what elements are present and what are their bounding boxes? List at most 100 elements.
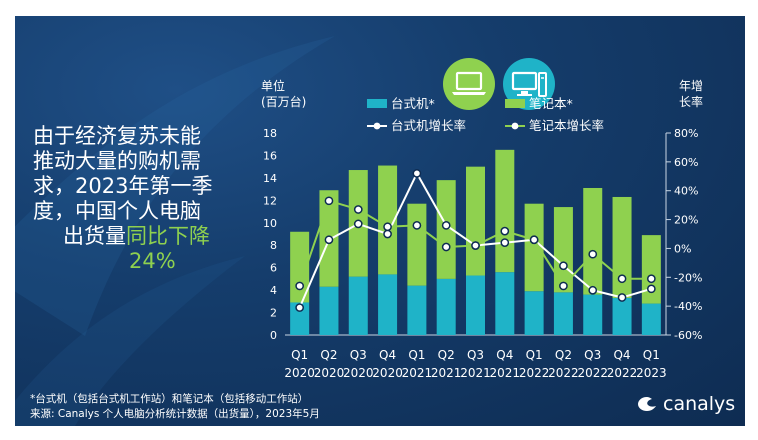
notebook-bar xyxy=(466,166,485,276)
x-tick-label-year: 2022 xyxy=(548,366,579,380)
left-axis-title-2: (百万台) xyxy=(261,94,306,109)
y2-tick-label: 60% xyxy=(674,156,698,169)
legend-notebook-growth-label: 笔记本增长率 xyxy=(529,118,604,133)
y-tick-label: 10 xyxy=(263,217,277,230)
notebook-bar xyxy=(407,203,427,286)
notebook-bar xyxy=(583,187,603,295)
notebook-growth-point xyxy=(412,220,422,230)
legend-desktop-label: 台式机* xyxy=(391,96,435,111)
desktop-growth-point xyxy=(412,169,422,178)
x-tick-label-quarter: Q2 xyxy=(320,348,337,362)
notebook-growth-point xyxy=(646,274,656,284)
y-tick-label: 12 xyxy=(263,194,277,207)
footnote: *台式机（包括台式机工作站）和笔记本（包括移动工作站） 来源: Canalys … xyxy=(30,392,320,422)
desktop-bar xyxy=(436,278,456,335)
legend-desktop-swatch xyxy=(367,99,387,108)
headline-line-5-prefix: 出货量 xyxy=(63,224,126,248)
x-tick-label-year: 2022 xyxy=(577,366,608,380)
x-tick-label-quarter: Q4 xyxy=(613,348,630,362)
x-tick-label-quarter: Q1 xyxy=(643,348,660,362)
desktop-bar xyxy=(407,285,427,335)
headline-line-2: 推动大量的购机需 xyxy=(33,149,201,173)
desktop-bar xyxy=(583,294,603,335)
left-axis-title-1: 单位 xyxy=(261,78,285,93)
legend-desktop-growth-marker xyxy=(373,122,381,130)
desktop-growth-point xyxy=(441,220,451,230)
x-tick-label-year: 2020 xyxy=(343,366,374,380)
desktop-growth-point xyxy=(559,261,568,271)
x-tick-label-year: 2021 xyxy=(490,366,521,380)
x-tick-label-year: 2020 xyxy=(284,366,315,380)
swirl-shape-large xyxy=(15,36,335,336)
notebook-bar xyxy=(612,196,632,298)
x-tick-label-year: 2020 xyxy=(372,366,403,380)
x-tick-label-year: 2021 xyxy=(460,366,491,380)
footnote-line-1: *台式机（包括台式机工作站）和笔记本（包括移动工作站） xyxy=(30,393,309,405)
y2-tick-label: -40% xyxy=(674,300,702,313)
canalys-logo: canalys xyxy=(637,393,735,415)
desktop-growth-point xyxy=(617,293,627,302)
notebook-growth-point xyxy=(353,205,363,214)
canalys-logo-icon xyxy=(638,397,656,411)
chart-panel: 由于经济复苏未能 推动大量的购机需 求，2023年第一季 度，中国个人电脑 出货… xyxy=(15,16,745,426)
x-tick-label-quarter: Q1 xyxy=(526,348,543,362)
notebook-growth-point xyxy=(441,242,451,252)
x-tick-label-year: 2022 xyxy=(519,366,550,380)
footnote-line-2: 来源: Canalys 个人电脑分析统计数据（出货量），2023年5月 xyxy=(30,408,320,420)
desktop-bar xyxy=(495,272,515,335)
headline-line-1: 由于经济复苏未能 xyxy=(33,124,201,148)
y2-tick-label: 20% xyxy=(674,214,698,227)
headline-line-5-highlight: 同比下降 xyxy=(126,224,210,248)
desktop-bar xyxy=(524,291,544,335)
x-tick-label-quarter: Q4 xyxy=(496,348,513,362)
notebook-growth-point xyxy=(529,235,539,245)
headline-line-3: 求，2023年第一季 xyxy=(33,174,213,198)
notebook-growth-point xyxy=(588,249,598,259)
right-axis-title-1: 年增 xyxy=(679,79,703,93)
legend-notebook-growth-marker xyxy=(511,122,519,130)
notebook-bar xyxy=(290,231,310,303)
x-tick-label-year: 2023 xyxy=(636,366,667,380)
headline-line-4: 度，中国个人电脑 xyxy=(33,199,201,223)
background-swirl xyxy=(15,36,335,426)
y2-tick-label: -20% xyxy=(674,271,702,284)
y-tick-label: 16 xyxy=(263,149,277,162)
y-tick-label: 14 xyxy=(263,172,277,185)
legend-desktop-growth-label: 台式机增长率 xyxy=(391,118,466,133)
y-tick-label: 18 xyxy=(263,127,277,140)
desktop-bar xyxy=(378,274,398,335)
x-tick-label-quarter: Q1 xyxy=(408,348,425,362)
x-tick-label-quarter: Q1 xyxy=(291,348,308,362)
y-tick-label: 2 xyxy=(270,307,277,320)
x-tick-label-year: 2021 xyxy=(431,366,462,380)
x-tick-label-year: 2022 xyxy=(607,366,638,380)
desktop-growth-point xyxy=(646,284,656,294)
x-tick-label-year: 2020 xyxy=(314,366,345,380)
y2-tick-label: -60% xyxy=(674,329,702,342)
x-tick-label-quarter: Q3 xyxy=(584,348,601,362)
x-tick-label-quarter: Q2 xyxy=(555,348,572,362)
x-tick-label-quarter: Q4 xyxy=(379,348,396,362)
desktop-growth-point xyxy=(353,219,363,229)
legend-notebook-label: 笔记本* xyxy=(529,96,573,111)
y-tick-label: 8 xyxy=(270,239,277,252)
notebook-bar xyxy=(553,207,573,293)
x-tick-label-quarter: Q3 xyxy=(350,348,367,362)
y2-tick-label: 0% xyxy=(674,242,691,255)
headline-line-6: 24% xyxy=(129,249,176,273)
notebook-growth-point xyxy=(617,274,627,284)
y2-tick-label: 80% xyxy=(674,127,698,140)
canalys-logo-text: canalys xyxy=(663,393,736,415)
desktop-bar xyxy=(348,276,368,335)
desktop-growth-point xyxy=(295,303,305,312)
x-tick-label-year: 2021 xyxy=(402,366,433,380)
desktop-bar xyxy=(641,303,661,335)
desktop-bar xyxy=(290,302,310,335)
right-axis-title-2: 长率 xyxy=(679,94,703,109)
notebook-bar xyxy=(641,235,661,304)
desktop-bar xyxy=(466,275,485,335)
notebook-growth-point xyxy=(500,226,510,236)
notebook-growth-point xyxy=(383,222,392,232)
desktop-bar xyxy=(612,297,632,335)
